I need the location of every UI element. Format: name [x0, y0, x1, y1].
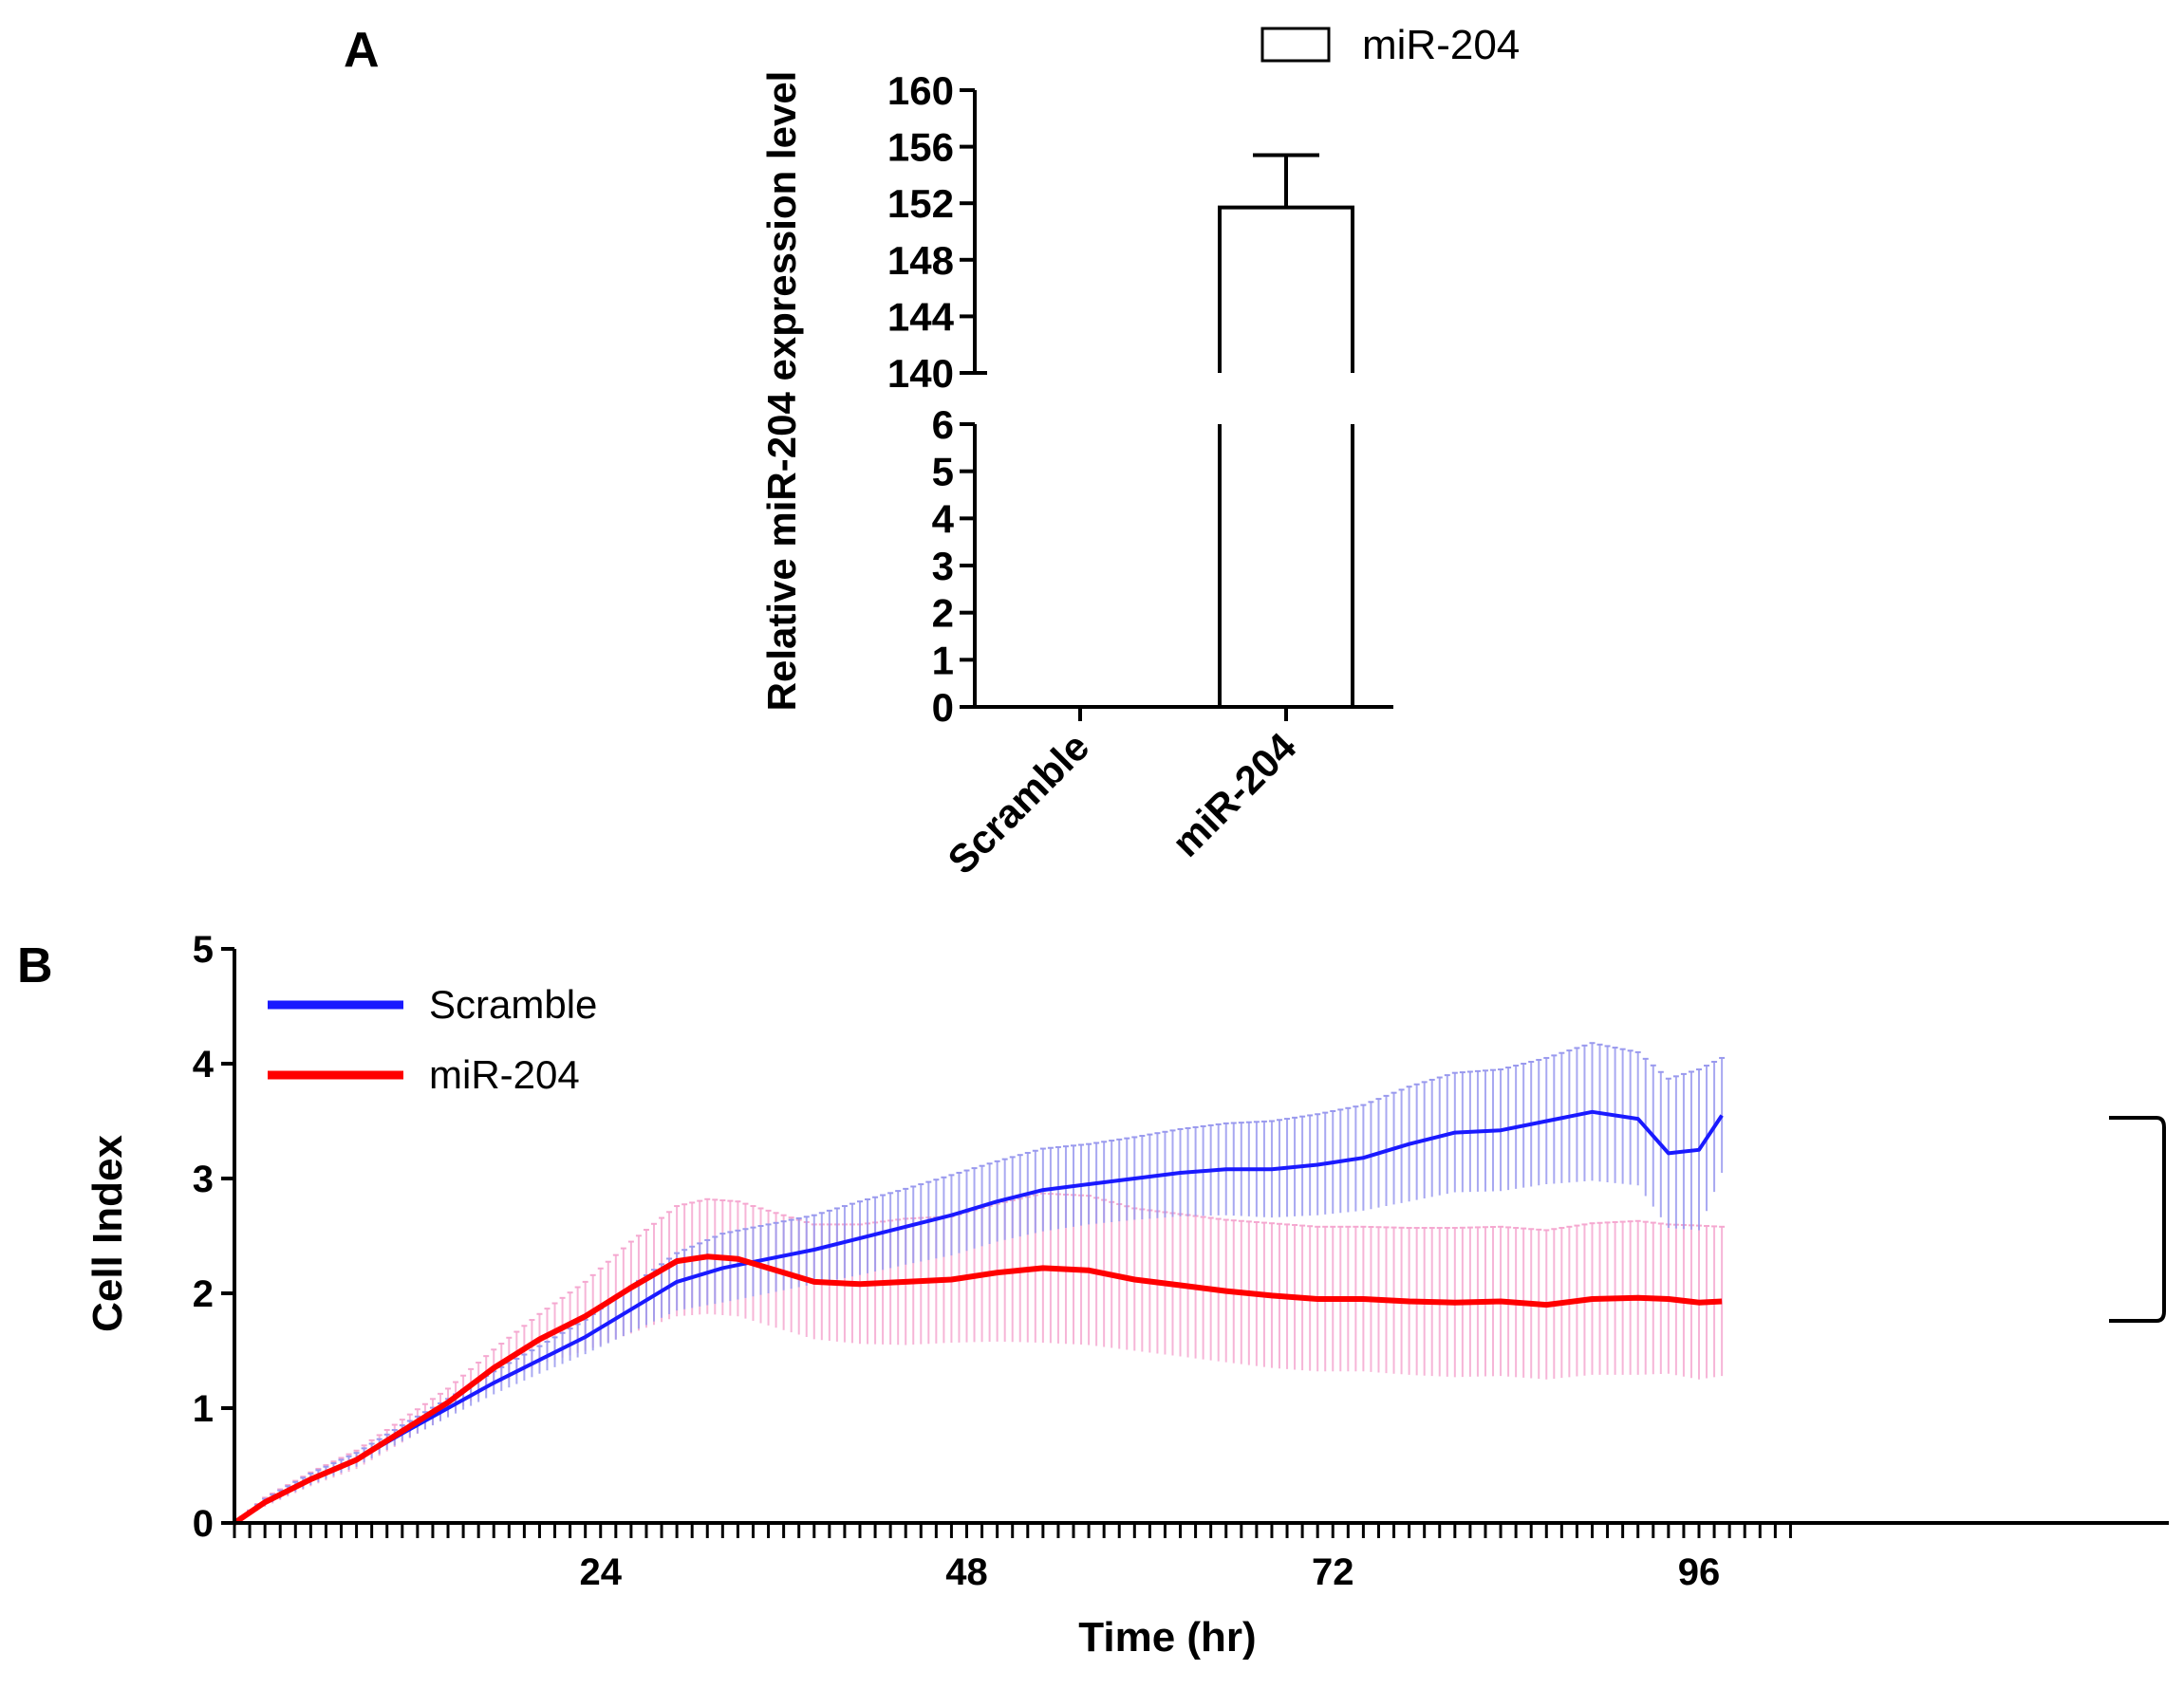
- y-tick-label-lower: 3: [932, 544, 954, 588]
- legend-label-mir204: miR-204: [1362, 22, 1520, 68]
- panel-a-label: A: [344, 23, 380, 78]
- y-tick-label-upper: 156: [887, 125, 954, 170]
- y-tick-label-lower: 2: [932, 591, 954, 636]
- y-tick-label-upper: 144: [887, 294, 955, 339]
- series-line-scramble: [233, 1109, 1724, 1525]
- x-tick-label: 72: [1312, 1551, 1354, 1593]
- line-chart: 0 1 2 3 4 5 24 48 72 96 Time (hr) Cell Index Scr…: [84, 929, 2169, 1661]
- y-tick-label: 2: [193, 1273, 214, 1315]
- bar-lower: [1218, 424, 1354, 707]
- legend-label-mir204: miR-204: [429, 1052, 580, 1097]
- x-label-mir204: miR-204: [1164, 724, 1305, 865]
- x-tick-label: 48: [945, 1551, 988, 1593]
- legend-swatch-mir204: [1260, 27, 1331, 63]
- y-tick-label-lower: 5: [932, 450, 954, 494]
- x-tick-label: 24: [580, 1551, 623, 1593]
- error-bars: [239, 1042, 1726, 1519]
- x-axis-label: Time (hr): [1078, 1614, 1256, 1661]
- y-tick-label: 5: [193, 929, 214, 971]
- y-tick-label-lower: 4: [932, 496, 955, 541]
- y-tick-label-upper: 152: [887, 181, 954, 226]
- bars: [1218, 153, 1354, 707]
- series-lines: [233, 1109, 1724, 1526]
- significance-bracket: [2109, 1116, 2166, 1323]
- y-tick-label-lower: 6: [932, 402, 954, 447]
- y-tick-label-upper: 148: [887, 238, 954, 283]
- x-ticks: 24 48 72 96: [233, 1523, 1792, 1593]
- y-axis-label: Cell Index: [84, 1135, 131, 1332]
- y-tick-label-upper: 140: [887, 351, 954, 396]
- y-ticks: 0 1 2 3 4 5: [193, 929, 234, 1545]
- y-tick-label: 1: [193, 1388, 214, 1430]
- series-line-mir204: [233, 1253, 1723, 1526]
- y-tick-label-lower: 0: [932, 685, 954, 730]
- x-tick-label: 96: [1678, 1551, 1721, 1593]
- y-tick-label: 0: [193, 1503, 214, 1545]
- bar-chart: miR-204 Relative miR-204 expression leve…: [759, 22, 1520, 882]
- x-label-scramble: Scramble: [939, 724, 1097, 882]
- y-tick-label: 4: [193, 1044, 215, 1086]
- y-tick-label-lower: 1: [932, 638, 954, 682]
- y-tick-label-upper: 160: [887, 68, 954, 113]
- legend-label-scramble: Scramble: [429, 982, 597, 1027]
- y-ticks-upper: 140 144 148 152 156 160: [887, 68, 975, 396]
- panel-b-label: B: [17, 938, 53, 993]
- y-tick-label: 3: [193, 1159, 214, 1200]
- bar-upper: [1218, 205, 1354, 373]
- y-axis-label: Relative miR-204 expression level: [759, 71, 804, 712]
